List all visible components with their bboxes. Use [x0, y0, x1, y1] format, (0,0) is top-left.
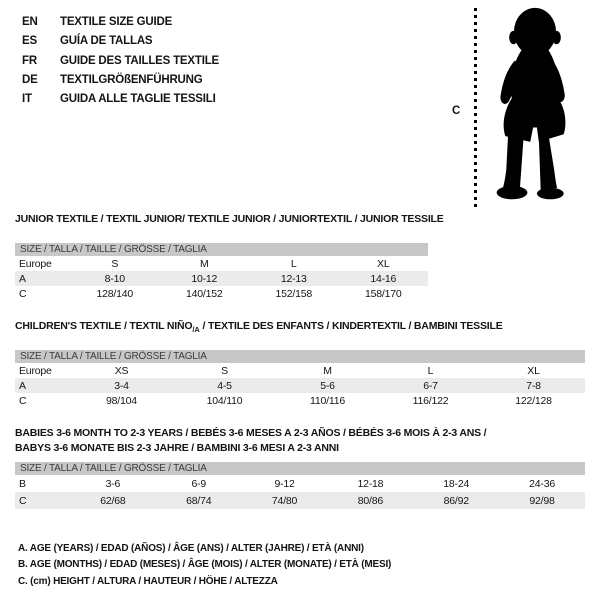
table-row: C 98/104 104/110 110/116 116/122 122/128	[15, 393, 585, 408]
age-cell: 8-10	[104, 272, 125, 285]
language-code: EN	[22, 16, 38, 28]
table-row: Europe XS S M L XL	[15, 363, 585, 378]
language-code: DE	[22, 73, 38, 86]
language-header: EN TEXTILE SIZE GUIDE ES GUÍA DE TALLAS …	[22, 13, 219, 109]
row-label: Europe	[19, 257, 52, 270]
size-cell: L	[290, 257, 297, 270]
table-title-line1: BABIES 3-6 MONTH TO 2-3 YEARS / BEBÉS 3-…	[15, 427, 487, 439]
baby-silhouette-icon	[496, 7, 566, 200]
height-cell: 74/80	[271, 494, 298, 507]
age-cell: 3-4	[114, 379, 129, 392]
age-cell: 7-8	[526, 379, 541, 392]
height-measure-dotted-line	[474, 8, 477, 207]
size-cell: S	[111, 257, 119, 270]
table-title-line2: BABYS 3-6 MONATE BIS 2-3 JAHRE / BAMBINI…	[15, 441, 339, 454]
height-cell: 104/110	[206, 394, 243, 407]
footnotes: A. AGE (YEARS) / EDAD (AÑOS) / ÂGE (ANS)…	[18, 541, 391, 590]
height-cell: 86/92	[443, 494, 469, 507]
size-cell: L	[427, 364, 434, 377]
table-row: A 3-4 4-5 5-6 6-7 7-8	[15, 378, 585, 394]
language-code: FR	[22, 54, 37, 67]
language-label: TEXTILGRÖßENFÜHRUNG	[60, 73, 203, 86]
language-row-es: ES GUÍA DE TALLAS	[22, 32, 219, 51]
table-title: BABIES 3-6 MONTH TO 2-3 YEARS / BEBÉS 3-…	[15, 426, 585, 455]
height-cell: 122/128	[515, 394, 552, 407]
measurement-figure: C	[440, 0, 600, 215]
row-label: C	[19, 394, 27, 407]
childrens-textile-table: CHILDREN'S TEXTILE / TEXTIL NIÑO/A / TEX…	[15, 320, 585, 408]
height-cell: 68/74	[186, 494, 212, 507]
table-title-part: / TEXTILE DES ENFANTS / KINDERTEXTIL / B…	[199, 320, 503, 332]
footnote-a: A. AGE (YEARS) / EDAD (AÑOS) / ÂGE (ANS)…	[18, 543, 364, 554]
language-label: GUIDA ALLE TAGLIE TESSILI	[60, 93, 216, 106]
language-code: IT	[22, 93, 32, 106]
age-cell: 3-6	[105, 477, 121, 490]
age-cell: 9-12	[274, 477, 295, 490]
table-title-subscript: /A	[192, 325, 200, 335]
language-row-de: DE TEXTILGRÖßENFÜHRUNG	[22, 71, 219, 90]
age-cell: 4-5	[217, 379, 232, 392]
size-header-bar: SIZE / TALLA / TAILLE / GRÖSSE / TAGLIA	[15, 350, 585, 364]
size-cell: XS	[114, 364, 129, 377]
size-cell: M	[199, 257, 209, 270]
footnote-c: C. (cm) HEIGHT / ALTURA / HAUTEUR / HÖHE…	[18, 575, 278, 587]
age-cell: 10-12	[191, 272, 218, 285]
size-cell: XL	[527, 364, 540, 377]
height-cell: 98/104	[106, 394, 137, 407]
footnote-b: B. AGE (MONTHS) / EDAD (MESES) / ÂGE (MO…	[18, 559, 392, 571]
table-title-part: CHILDREN'S TEXTILE / TEXTIL NIÑO	[15, 320, 193, 332]
age-cell: 6-7	[423, 379, 438, 392]
age-cell: 5-6	[320, 379, 335, 392]
height-cell: 128/140	[96, 287, 134, 300]
language-row-en: EN TEXTILE SIZE GUIDE	[22, 13, 219, 32]
height-cell: 92/98	[529, 494, 555, 507]
height-cell: 110/116	[310, 394, 345, 407]
table-row: A 8-10 10-12 12-13 14-16	[15, 271, 428, 286]
junior-textile-table: JUNIOR TEXTILE / TEXTIL JUNIOR/ TEXTILE …	[15, 213, 444, 301]
row-label: Europe	[19, 364, 52, 377]
age-cell: 14-16	[370, 272, 397, 285]
table-row: C 62/68 68/74 74/80 80/86 86/92 92/98	[15, 492, 585, 509]
age-cell: 24-36	[529, 477, 555, 490]
row-label: A	[19, 379, 26, 392]
row-label: C	[19, 494, 27, 507]
table-row: Europe S M L XL	[15, 256, 428, 271]
language-row-it: IT GUIDA ALLE TAGLIE TESSILI	[22, 90, 219, 109]
age-cell: 6-9	[191, 477, 207, 490]
age-cell: 12-13	[280, 272, 307, 285]
row-label: C	[19, 287, 27, 300]
table-row: B 3-6 6-9 9-12 12-18 18-24 24-36	[15, 475, 585, 492]
babies-textile-table: BABIES 3-6 MONTH TO 2-3 YEARS / BEBÉS 3-…	[15, 426, 585, 509]
height-cell: 80/86	[357, 494, 384, 507]
table-title: JUNIOR TEXTILE / TEXTIL JUNIOR/ TEXTILE …	[15, 213, 444, 225]
height-cell: 116/122	[412, 394, 449, 407]
size-header-bar: SIZE / TALLA / TAILLE / GRÖSSE / TAGLIA	[15, 243, 428, 256]
language-row-fr: FR GUIDE DES TAILLES TEXTILE	[22, 52, 219, 71]
height-cell: 140/152	[185, 287, 223, 300]
language-code: ES	[22, 35, 37, 48]
row-label: B	[19, 477, 26, 490]
table-row: C 128/140 140/152 152/158 158/170	[15, 286, 428, 301]
height-measure-label: C	[451, 105, 461, 117]
age-cell: 12-18	[357, 477, 384, 490]
size-cell: XL	[377, 257, 390, 270]
size-cell: M	[323, 364, 332, 377]
height-cell: 152/158	[275, 287, 313, 300]
language-label: GUIDE DES TAILLES TEXTILE	[60, 54, 219, 67]
language-label: TEXTILE SIZE GUIDE	[60, 16, 173, 28]
size-header-bar: SIZE / TALLA / TAILLE / GRÖSSE / TAGLIA	[15, 462, 585, 475]
size-cell: S	[221, 364, 228, 377]
language-label: GUÍA DE TALLAS	[60, 35, 153, 48]
row-label: A	[19, 272, 26, 285]
height-cell: 158/170	[364, 287, 402, 300]
age-cell: 18-24	[443, 477, 470, 490]
table-title: CHILDREN'S TEXTILE / TEXTIL NIÑO/A / TEX…	[15, 320, 585, 336]
height-cell: 62/68	[100, 494, 126, 507]
